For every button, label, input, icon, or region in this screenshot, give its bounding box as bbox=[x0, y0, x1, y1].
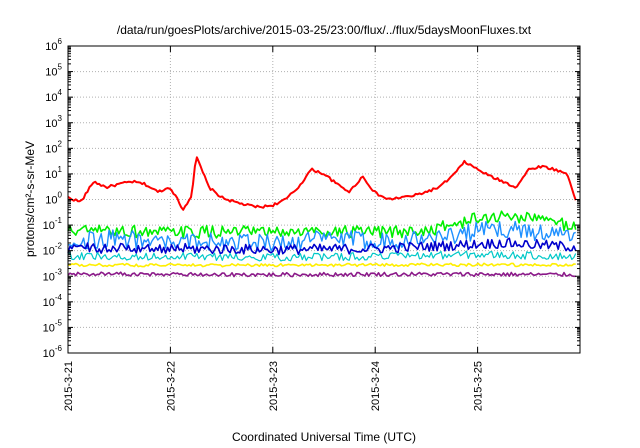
chart-title: /data/run/goesPlots/archive/2015-03-25/2… bbox=[117, 23, 532, 37]
y-tick-label: 102 bbox=[45, 139, 62, 155]
x-tick-label: 2015-3-21 bbox=[63, 361, 75, 411]
series-line-2 bbox=[67, 210, 577, 240]
x-tick-label: 2015-3-23 bbox=[268, 361, 280, 411]
series-line-6 bbox=[67, 262, 576, 268]
series-line-1 bbox=[67, 156, 577, 211]
series-layer bbox=[67, 156, 577, 278]
y-tick-label: 10-3 bbox=[43, 267, 63, 283]
series-line-3 bbox=[68, 220, 576, 252]
grid bbox=[68, 46, 580, 353]
x-tick-label: 2015-3-24 bbox=[370, 361, 382, 411]
y-tick-label: 104 bbox=[45, 88, 62, 104]
y-tick-label: 103 bbox=[45, 114, 62, 130]
x-tick-label: 2015-3-25 bbox=[473, 361, 485, 411]
series-line-4 bbox=[67, 237, 577, 256]
y-tick-label: 10-6 bbox=[43, 344, 63, 360]
series-line-5 bbox=[67, 250, 577, 262]
y-tick-label: 101 bbox=[45, 165, 62, 181]
y-tick-label: 105 bbox=[45, 63, 62, 79]
x-axis-label: Coordinated Universal Time (UTC) bbox=[232, 430, 416, 444]
x-axis: 2015-3-21 2015-3-22 2015-3-23 2015-3-24 2015… bbox=[63, 46, 485, 411]
y-tick-label: 10-1 bbox=[43, 216, 63, 232]
y-tick-label: 100 bbox=[45, 191, 62, 207]
y-tick-label: 10-5 bbox=[43, 318, 63, 334]
y-tick-label: 10-4 bbox=[43, 293, 63, 309]
series-line-7 bbox=[67, 271, 576, 278]
y-tick-label: 106 bbox=[45, 37, 62, 53]
y-axis: 106 105 104 103 102 101 100 10-1 10-2 10-3 10-4 10-… bbox=[43, 37, 580, 360]
y-tick-label: 10-2 bbox=[43, 242, 63, 258]
x-tick-label: 2015-3-22 bbox=[165, 361, 177, 411]
y-axis-label: protons/cm²-s-sr-MeV bbox=[23, 141, 37, 257]
